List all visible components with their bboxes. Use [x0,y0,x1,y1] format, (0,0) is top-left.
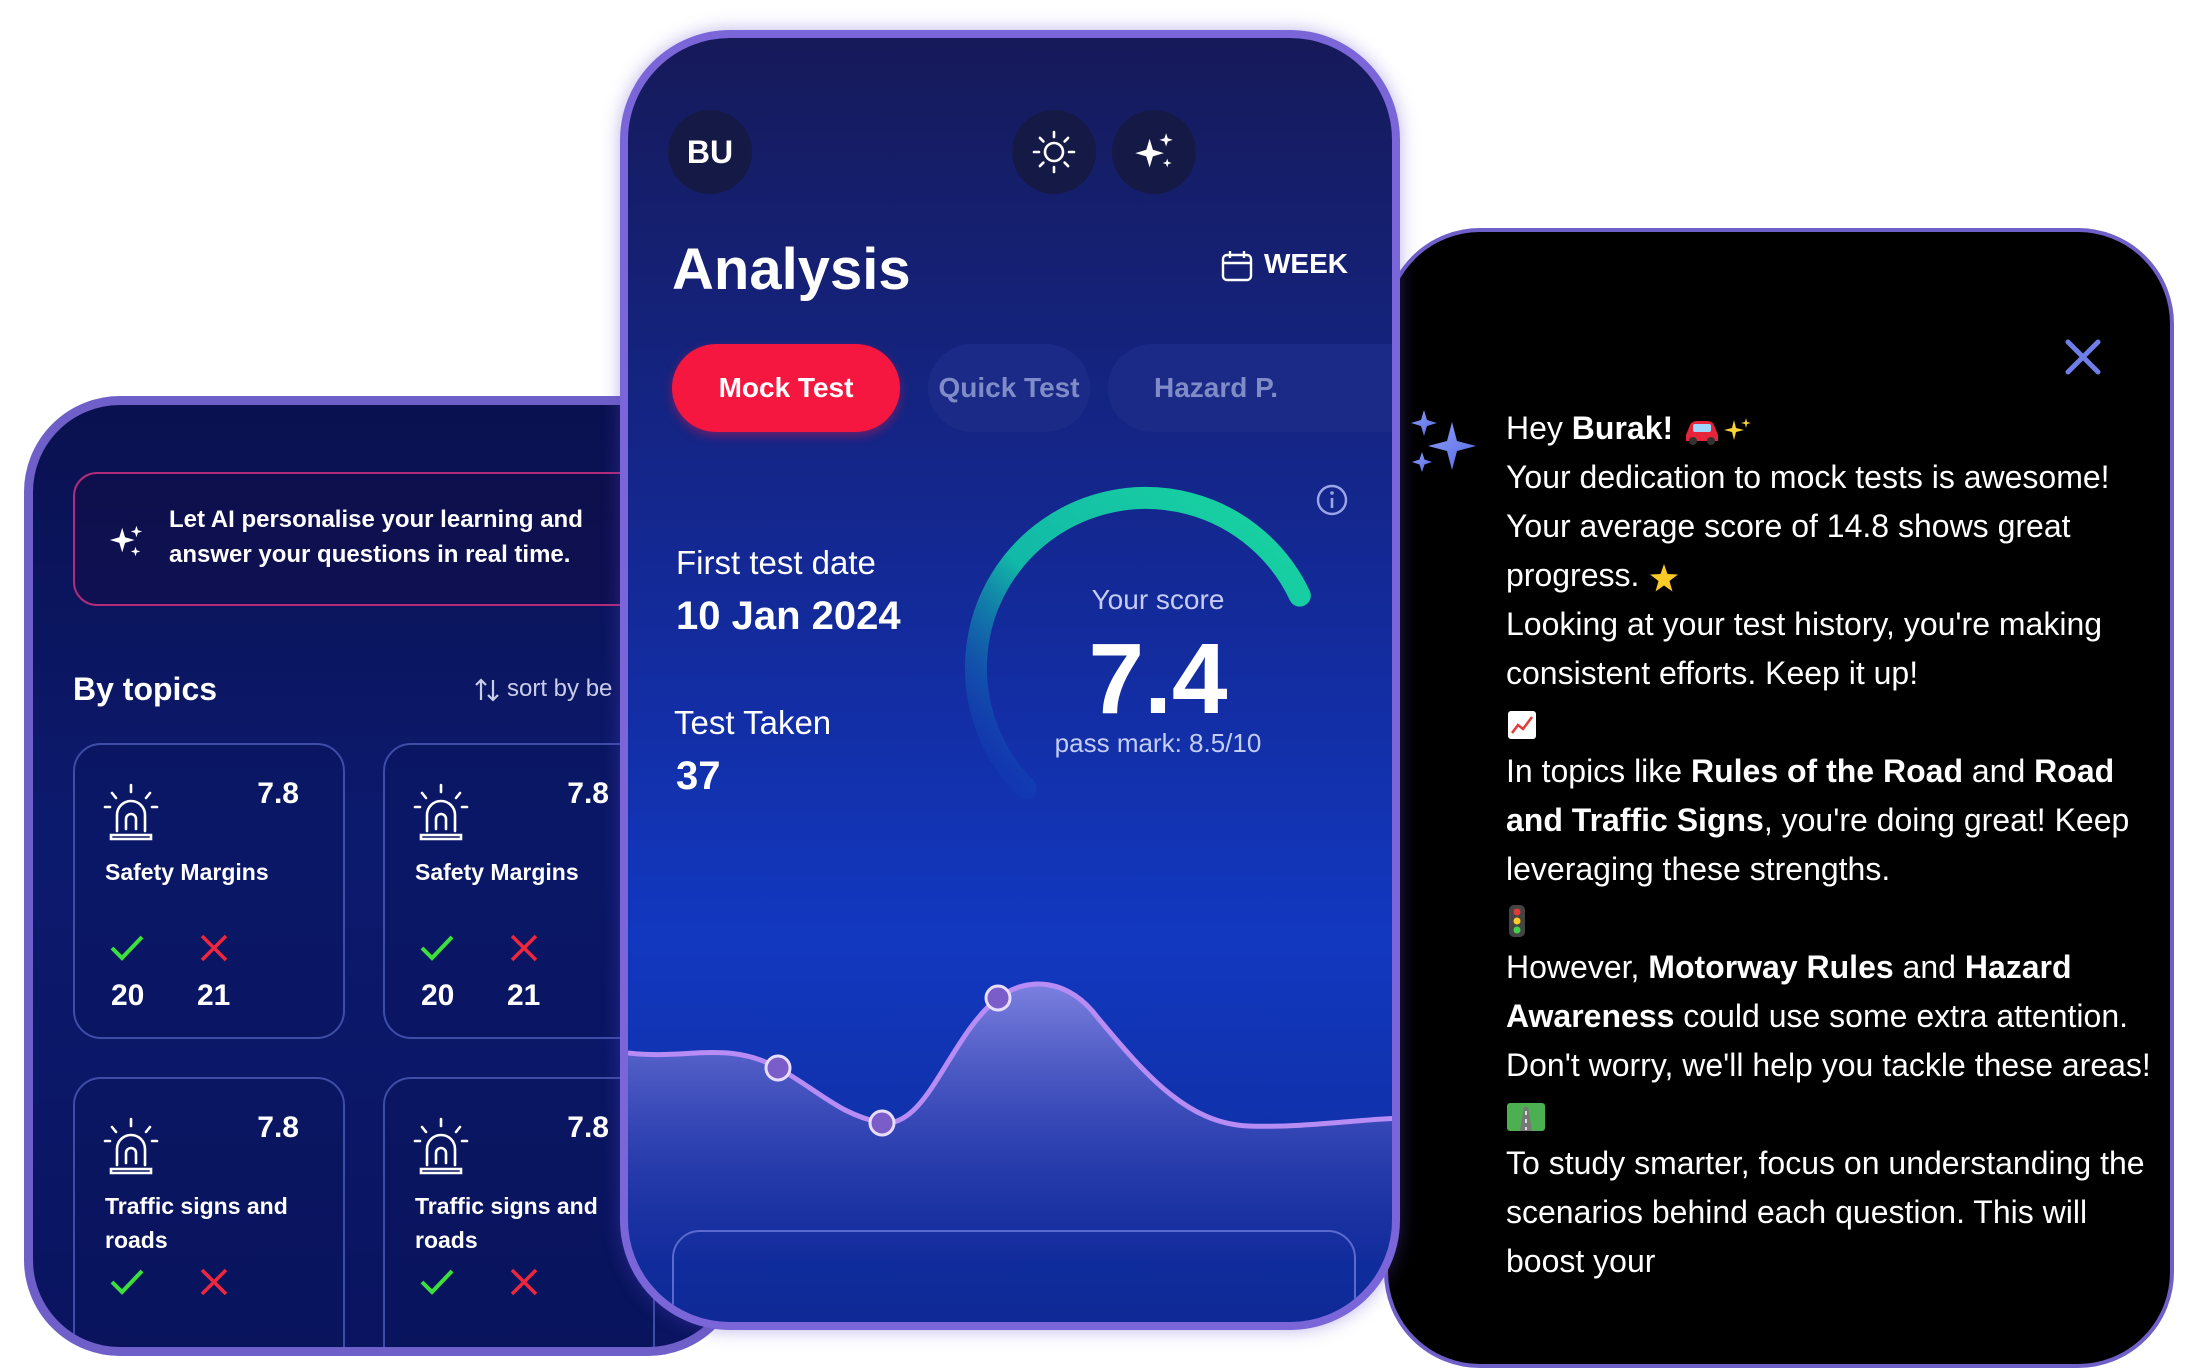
strong-topic: Hazard Awareness [1506,949,2072,1034]
wrong-count: 21 [507,979,541,1012]
wrong-count: 21 [197,979,231,1012]
score-label: Your score [1091,584,1225,615]
topic-name: Safety Margins [415,859,579,885]
info-icon[interactable] [1314,482,1350,518]
first-test-date: 10 Jan 2024 [676,594,901,638]
topic-score: 7.8 [257,1111,299,1144]
analysis-phone-screen: BU Analysis WEEK Mock Test Quick Test Ha… [620,30,1400,1330]
tab-mock-test[interactable]: Mock Test [672,344,900,432]
greeting-line: Hey Burak! [1506,404,2156,453]
siren-icon [413,783,469,841]
check-icon [420,935,454,961]
user-name: Burak! [1571,410,1674,446]
sort-label: sort by be [507,675,613,702]
topic-name: Traffic signs and roads [105,1193,288,1253]
sparkles-icon [1135,133,1173,168]
sparkle-emoji-icon [1724,417,1752,440]
paragraph-text: However, [1506,949,1649,985]
sparkles-icon [109,525,143,557]
siren-icon [103,1117,159,1175]
topic-score: 7.8 [257,777,299,810]
topic-score: 7.8 [567,777,609,810]
ai-message: Hey Burak! Your dedication to mock tests… [1506,404,2156,1286]
paragraph-text: could use some extra attention. Don't wo… [1506,998,2151,1083]
paragraph-text: Looking at your test history, you're mak… [1506,606,2103,691]
paragraph-text: To study smarter, focus on understanding… [1506,1145,2145,1279]
cross-icon [510,1268,538,1296]
first-test-label: First test date [676,544,876,581]
car-icon [1686,420,1719,445]
check-icon [110,935,144,961]
sun-icon [1032,130,1076,174]
topic-card[interactable]: 7.8 Safety Margins 20 21 [73,743,345,1039]
topic-name: Traffic signs and roads [415,1193,598,1253]
greeting-prefix: Hey [1506,410,1572,446]
paragraph-text: , you're doing great! Keep leveraging th… [1506,802,2130,887]
close-icon[interactable] [2062,336,2104,378]
star-icon [1650,563,1679,592]
avatar[interactable]: BU [668,110,752,194]
tab-quick-test[interactable]: Quick Test [928,344,1090,432]
check-icon [110,1269,144,1295]
chart-increasing-icon [1508,710,1536,739]
cross-icon [200,934,228,962]
cross-icon [200,1268,228,1296]
ai-sparkles-icon [1411,410,1476,472]
paragraph-text: In topics like [1506,753,1691,789]
message-paragraph: Your dedication to mock tests is awesome… [1506,453,2156,600]
pass-mark: pass mark: 8.5/10 [1054,728,1262,758]
ai-banner-text: Let AI personalise your learning and ans… [169,506,583,568]
cross-icon [510,934,538,962]
message-paragraph: In topics like Rules of the Road and Roa… [1506,747,2156,943]
sort-button[interactable]: sort by be [473,675,612,704]
curve-point[interactable] [984,984,1012,1012]
strong-topic: Road and Traffic Signs [1506,753,2115,838]
paragraph-text: and [1893,949,1965,985]
score-value: 7.4 [1088,623,1228,735]
paragraph-text: Your dedication to mock tests is awesome… [1506,459,2110,593]
page-title: Analysis [672,237,911,302]
traffic-light-icon [1509,904,1525,937]
period-selector[interactable]: WEEK [1220,248,1348,283]
motorway-icon [1507,1102,1545,1131]
gauge-arc [965,486,1311,800]
theme-toggle-button[interactable] [1012,110,1096,194]
strong-topic: Motorway Rules [1648,949,1894,985]
message-paragraph: However, Motorway Rules and Hazard Aware… [1506,943,2156,1139]
progress-curve [628,981,1392,1258]
correct-count: 20 [111,979,145,1012]
ai-assistant-button[interactable] [1112,110,1196,194]
calendar-icon [1221,250,1253,281]
period-label: WEEK [1264,248,1348,279]
message-paragraph: Looking at your test history, you're mak… [1506,600,2156,747]
siren-icon [413,1117,469,1175]
sort-arrows-icon [475,678,499,702]
curve-point[interactable] [868,1109,896,1137]
message-paragraph: To study smarter, focus on understanding… [1506,1139,2156,1286]
topic-score: 7.8 [567,1111,609,1144]
bottom-card[interactable] [672,1230,1356,1322]
curve-point[interactable] [764,1054,792,1082]
curve-area [628,984,1392,1258]
topic-name: Safety Margins [105,859,269,885]
ai-personalise-banner[interactable]: Let AI personalise your learning and ans… [73,472,713,606]
score-gauge [965,486,1311,800]
siren-icon [103,783,159,841]
paragraph-text: and [1962,753,2035,789]
topic-card[interactable]: 7.8 Traffic signs and roads [383,1077,655,1347]
ai-chat-phone-screen: Hey Burak! Your dedication to mock tests… [1384,228,2174,1368]
topic-card[interactable]: 7.8 Traffic signs and roads [73,1077,345,1347]
tests-taken-count: 37 [676,754,721,798]
tab-hazard-perception[interactable]: Hazard P. [1108,344,1392,432]
correct-count: 20 [421,979,455,1012]
topic-card[interactable]: 7.8 Safety Margins 20 21 [383,743,655,1039]
strong-topic: Rules of the Road [1690,753,1963,789]
by-topics-title: By topics [73,671,218,707]
tests-taken-label: Test Taken [674,704,832,741]
check-icon [420,1269,454,1295]
